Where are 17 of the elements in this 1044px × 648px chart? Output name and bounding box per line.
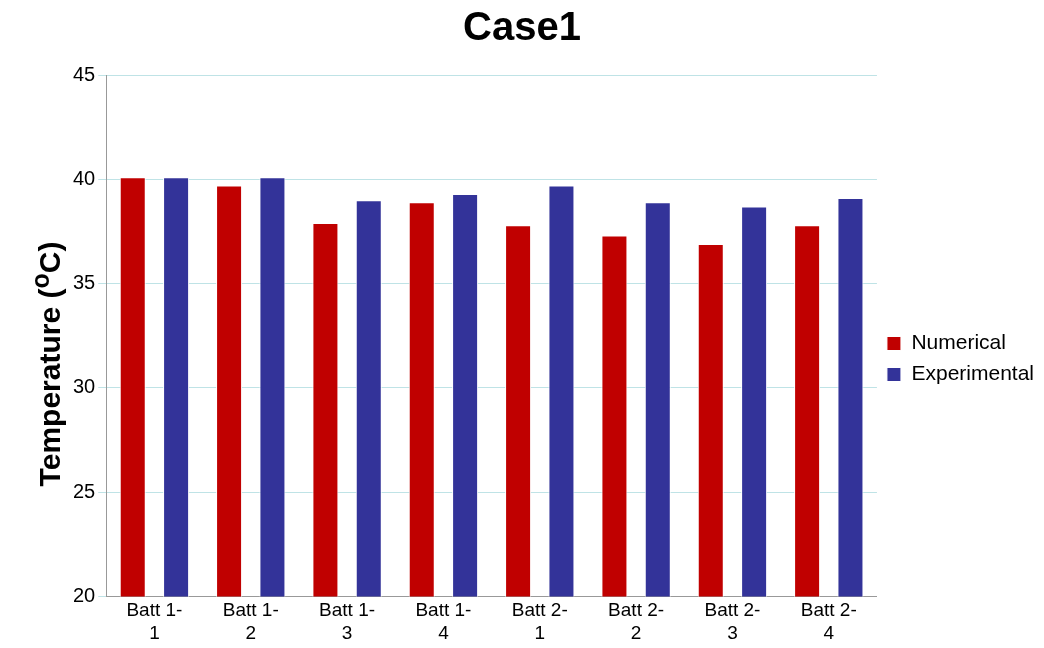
y-tick-label: 45 — [73, 62, 96, 85]
legend-label: Experimental — [911, 361, 1035, 385]
x-tick-label: Batt 2-2 — [608, 599, 665, 643]
x-tick-label: Batt 1-4 — [415, 599, 472, 643]
y-tick-label: 30 — [73, 375, 96, 398]
x-tick-label: Batt 2-4 — [800, 599, 857, 643]
x-tick-label: Batt 2-3 — [704, 599, 761, 643]
y-tick-label: 40 — [73, 166, 96, 189]
x-tick-label: Batt 2-1 — [511, 599, 568, 643]
x-tick-label: Batt 1-1 — [126, 599, 183, 643]
y-tick-label: 25 — [73, 479, 96, 502]
legend-label: Numerical — [911, 330, 1006, 354]
x-tick-label: Batt 1-3 — [319, 599, 376, 643]
chart-title: Case1 — [462, 4, 582, 49]
y-tick-label: 20 — [73, 583, 96, 606]
x-tick-label: Batt 1-2 — [222, 599, 279, 643]
y-tick-label: 35 — [73, 271, 96, 294]
